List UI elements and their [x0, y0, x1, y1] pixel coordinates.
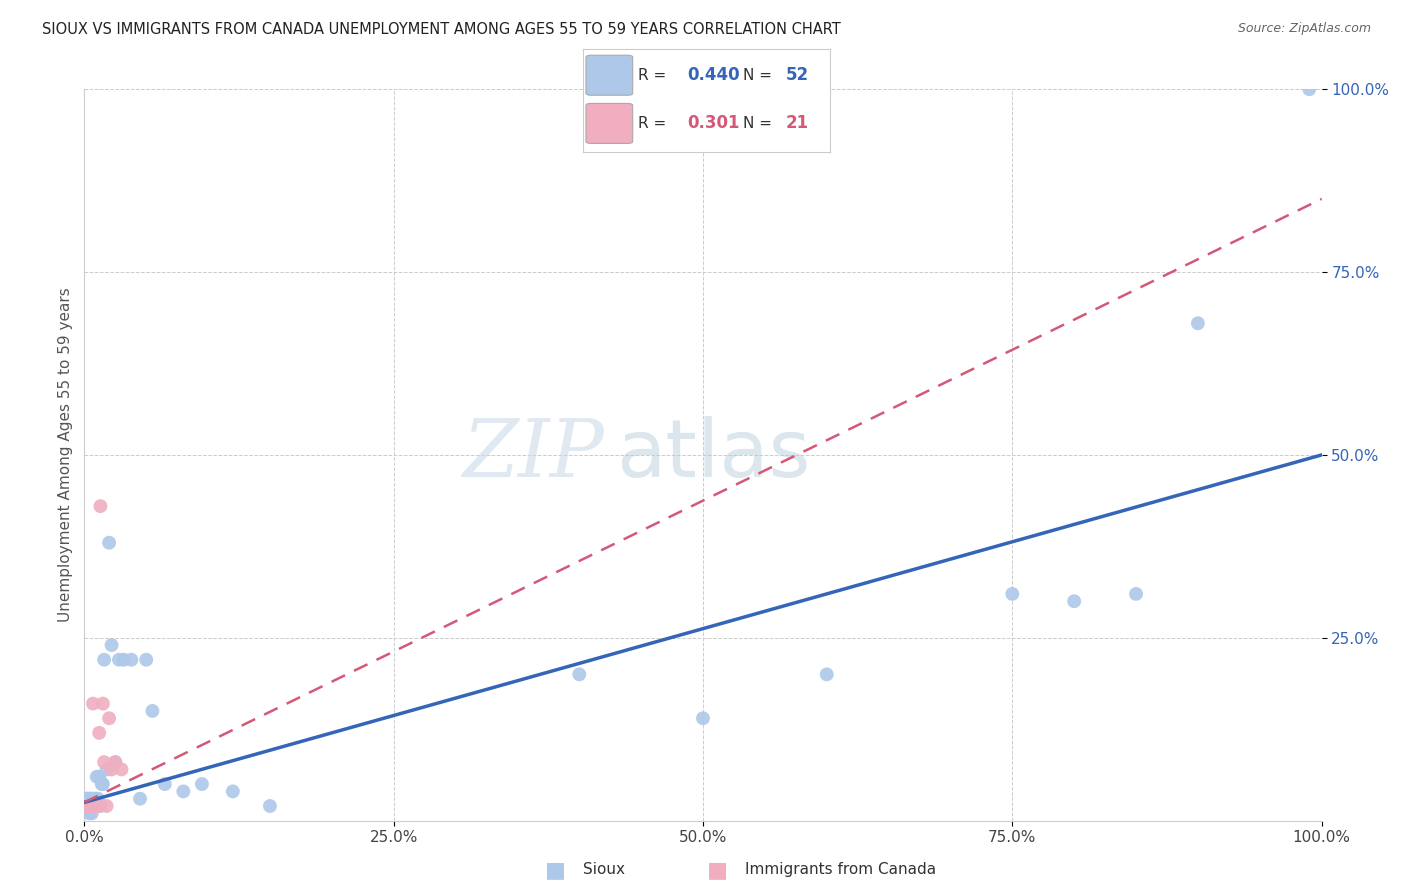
- Text: R =: R =: [638, 116, 671, 131]
- Point: [82, 799, 104, 814]
- Point: [98, 535, 121, 549]
- Point: [89, 499, 111, 513]
- Point: [89, 770, 111, 784]
- Text: N =: N =: [744, 116, 778, 131]
- FancyBboxPatch shape: [586, 55, 633, 95]
- Point: [1063, 594, 1085, 608]
- Point: [77, 799, 100, 814]
- Point: [79, 806, 101, 821]
- Text: ■: ■: [546, 860, 565, 880]
- Point: [104, 755, 127, 769]
- Point: [104, 755, 127, 769]
- Point: [89, 799, 111, 814]
- Point: [89, 726, 111, 740]
- Point: [153, 777, 176, 791]
- Point: [172, 784, 194, 798]
- Point: [80, 791, 103, 805]
- Point: [100, 638, 122, 652]
- Point: [82, 791, 104, 805]
- Text: 52: 52: [785, 66, 808, 84]
- Point: [93, 755, 115, 769]
- Point: [692, 711, 714, 725]
- Point: [79, 799, 101, 814]
- Point: [84, 799, 107, 814]
- Text: Source: ZipAtlas.com: Source: ZipAtlas.com: [1237, 22, 1371, 36]
- Point: [86, 770, 108, 784]
- Point: [76, 799, 98, 814]
- Point: [135, 653, 157, 667]
- Point: [110, 763, 132, 777]
- Point: [129, 791, 152, 805]
- Point: [1125, 587, 1147, 601]
- Point: [1187, 316, 1209, 330]
- Point: [83, 799, 105, 814]
- Text: Sioux: Sioux: [583, 863, 626, 877]
- Point: [1001, 587, 1024, 601]
- Point: [79, 799, 101, 814]
- Text: SIOUX VS IMMIGRANTS FROM CANADA UNEMPLOYMENT AMONG AGES 55 TO 59 YEARS CORRELATI: SIOUX VS IMMIGRANTS FROM CANADA UNEMPLOY…: [42, 22, 841, 37]
- Point: [79, 799, 101, 814]
- Point: [141, 704, 163, 718]
- Y-axis label: Unemployment Among Ages 55 to 59 years: Unemployment Among Ages 55 to 59 years: [58, 287, 73, 623]
- Point: [77, 791, 100, 805]
- Point: [90, 777, 112, 791]
- Point: [76, 799, 98, 814]
- Point: [120, 653, 142, 667]
- Point: [77, 799, 100, 814]
- Text: 21: 21: [785, 114, 808, 132]
- Point: [79, 791, 101, 805]
- Point: [86, 799, 108, 814]
- Point: [96, 763, 118, 777]
- Text: N =: N =: [744, 68, 778, 83]
- Point: [815, 667, 838, 681]
- Point: [96, 799, 118, 814]
- Point: [259, 799, 281, 814]
- Text: 0.301: 0.301: [688, 114, 740, 132]
- Text: ■: ■: [707, 860, 727, 880]
- Text: Immigrants from Canada: Immigrants from Canada: [745, 863, 936, 877]
- FancyBboxPatch shape: [586, 103, 633, 144]
- Text: ZIP: ZIP: [463, 417, 605, 493]
- Point: [112, 653, 135, 667]
- Point: [79, 799, 101, 814]
- Point: [79, 799, 101, 814]
- Point: [91, 697, 114, 711]
- Point: [222, 784, 245, 798]
- Point: [79, 799, 101, 814]
- Text: R =: R =: [638, 68, 671, 83]
- Text: atlas: atlas: [616, 416, 811, 494]
- Point: [83, 799, 105, 814]
- Point: [87, 799, 110, 814]
- Point: [568, 667, 591, 681]
- Point: [84, 799, 107, 814]
- Point: [80, 799, 103, 814]
- Point: [75, 791, 97, 805]
- Point: [87, 791, 110, 805]
- Point: [191, 777, 214, 791]
- Point: [98, 711, 121, 725]
- Point: [82, 697, 104, 711]
- Text: 0.440: 0.440: [688, 66, 740, 84]
- Point: [93, 653, 115, 667]
- Point: [100, 763, 122, 777]
- Point: [76, 791, 98, 805]
- Point: [86, 799, 108, 814]
- Point: [84, 791, 107, 805]
- Point: [91, 777, 114, 791]
- Point: [77, 799, 100, 814]
- Point: [79, 799, 101, 814]
- Point: [1298, 82, 1320, 96]
- Point: [83, 799, 105, 814]
- Point: [80, 806, 103, 821]
- Point: [79, 799, 101, 814]
- Point: [108, 653, 131, 667]
- Point: [82, 799, 104, 814]
